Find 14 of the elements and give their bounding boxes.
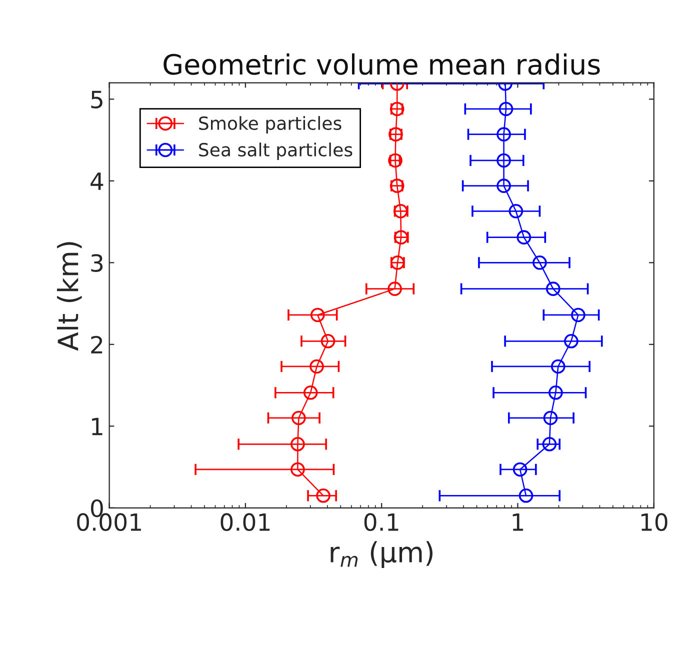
x-tick-label: 1 — [512, 513, 524, 531]
y-tick-label: 1 — [92, 418, 102, 436]
x-axis-title: r$_{m}$ (μm) — [330, 541, 432, 568]
x-tick-label: 10 — [641, 513, 668, 532]
x-tick-label: 0.01 — [220, 513, 270, 532]
y-tick-label: 5 — [91, 90, 102, 108]
y-axis-title: Alt (km) — [56, 242, 82, 351]
legend-label: Smoke particles — [199, 116, 342, 134]
y-tick-label: 2 — [91, 336, 102, 354]
x-tick-label: 0.1 — [364, 513, 398, 532]
chart-title: Geometric volume mean radius — [164, 53, 600, 75]
y-tick-label: 3 — [91, 254, 103, 272]
y-tick-label: 4 — [90, 172, 104, 190]
legend-label: Sea salt particles — [199, 142, 352, 160]
